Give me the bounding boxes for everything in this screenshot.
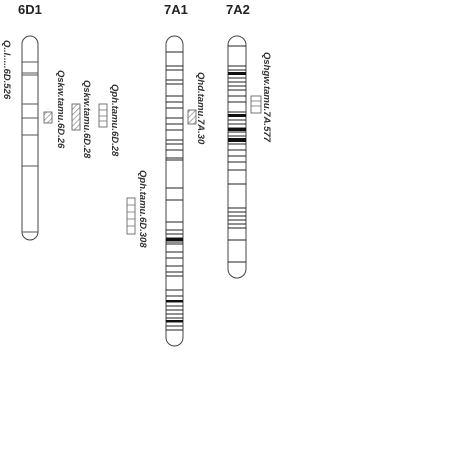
qtl-box — [126, 197, 136, 235]
qtl-label: Qskw.tamu.6D.26 — [55, 70, 66, 149]
qtl-box — [71, 103, 81, 131]
qtl-box-bands — [127, 204, 135, 227]
chromosome-title-6d1: 6D1 — [18, 2, 42, 17]
qtl-box — [187, 109, 197, 125]
qtl-label: Qshgw.tamu.7A.577 — [261, 52, 272, 143]
qtl-label: Qskw.tamu.6D.28 — [81, 80, 92, 159]
qtl-box — [43, 111, 53, 124]
qtl-label: Qph.tamu.6D.28 — [109, 84, 120, 157]
chromosome-7a1 — [165, 35, 184, 347]
qtl-qph-6d308: Qph.tamu.6D.308 — [126, 170, 148, 248]
qtl-label: Qhd.tamu.7A.30 — [195, 72, 206, 145]
dense-bands-7a2 — [228, 72, 246, 142]
qtl-box — [98, 103, 108, 128]
qtl-qshgw-7a577: Qshgw.tamu.7A.577 — [250, 52, 272, 143]
dense-bands-7a1 — [166, 238, 183, 322]
marker-bands-6d1 — [22, 61, 38, 233]
chromosome-6d1 — [21, 35, 39, 241]
qtl-box-bands — [99, 109, 107, 122]
qtl-qskw-6d26: Qskw.tamu.6D.26 — [43, 70, 66, 149]
qtl-qhd-7a30: Qhd.tamu.7A.30 — [187, 72, 206, 145]
chromosome-7a2 — [227, 35, 247, 279]
qtl-qph-6d28: Qph.tamu.6D.28 — [98, 84, 120, 157]
qtl-box-bands — [251, 100, 261, 107]
marker-bands-7a1 — [166, 51, 183, 331]
qtl-qskw-6d28: Qskw.tamu.6D.28 — [71, 80, 92, 159]
chromosome-title-7a1: 7A1 — [164, 2, 188, 17]
qtl-label: Qph.tamu.6D.308 — [137, 170, 148, 248]
qtl-box — [250, 95, 262, 114]
chromosome-title-7a2: 7A2 — [226, 2, 250, 17]
clipped-qtl-label: Q..l.....6D.526 — [1, 40, 12, 100]
